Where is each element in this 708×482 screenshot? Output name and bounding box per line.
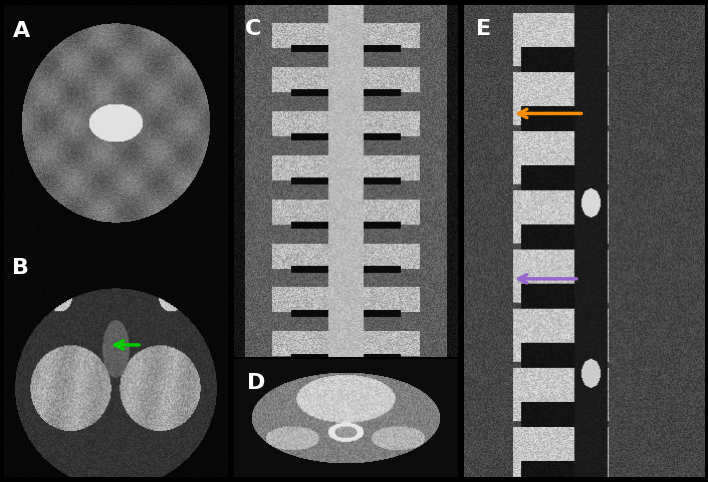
Text: A: A xyxy=(13,21,30,41)
Text: C: C xyxy=(245,19,261,39)
Text: E: E xyxy=(476,19,491,39)
Text: D: D xyxy=(247,373,266,393)
Text: B: B xyxy=(13,257,30,278)
